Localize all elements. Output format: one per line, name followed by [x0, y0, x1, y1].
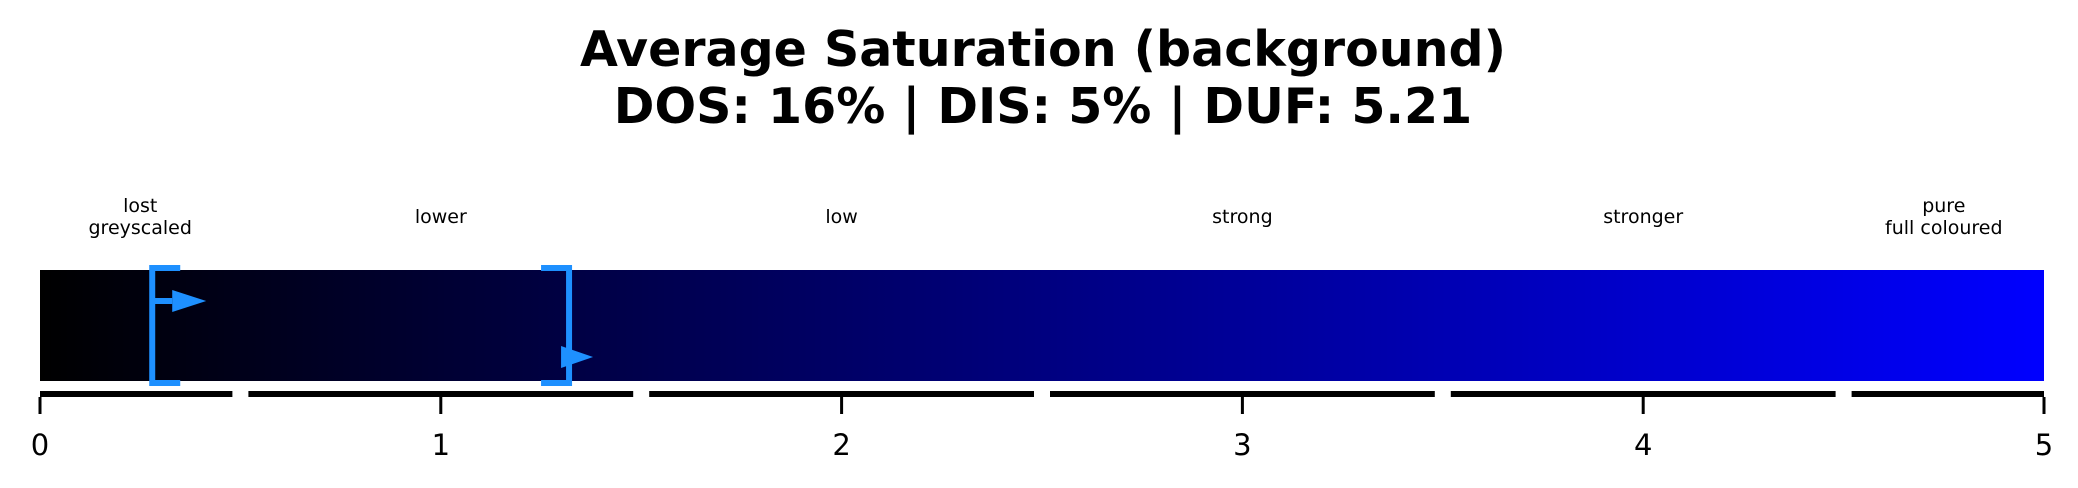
category-label: strong	[1212, 206, 1272, 228]
marker-arrow-icon	[172, 290, 207, 312]
chart-title-line-1: Average Saturation (background)	[580, 21, 1506, 78]
category-label: low	[825, 206, 857, 228]
marker-arrow-icon	[561, 346, 594, 368]
x-axis-ticks: 0 1 2 3 4 5	[31, 397, 2053, 462]
x-tick-label: 0	[31, 428, 49, 462]
x-tick-label: 1	[432, 428, 450, 462]
category-label: lost greyscaled	[88, 195, 191, 239]
range-marker	[541, 265, 594, 386]
category-label: lower	[415, 206, 467, 228]
category-labels: lost greyscaled lower low strong stronger pure…	[88, 195, 2002, 239]
x-tick-label: 3	[1233, 428, 1251, 462]
x-tick-label: 4	[1634, 428, 1652, 462]
marker-bracket	[149, 265, 181, 386]
x-tick-label: 2	[832, 428, 850, 462]
saturation-gradient-bar	[40, 270, 2044, 381]
category-label: pure full coloured	[1885, 195, 2003, 239]
x-tick-label: 5	[2035, 428, 2053, 462]
category-label: stronger	[1603, 206, 1683, 228]
range-markers	[149, 265, 594, 386]
marker-bracket	[541, 265, 573, 386]
chart-title-line-2: DOS: 16% | DIS: 5% | DUF: 5.21	[614, 78, 1472, 136]
range-marker	[149, 265, 207, 386]
